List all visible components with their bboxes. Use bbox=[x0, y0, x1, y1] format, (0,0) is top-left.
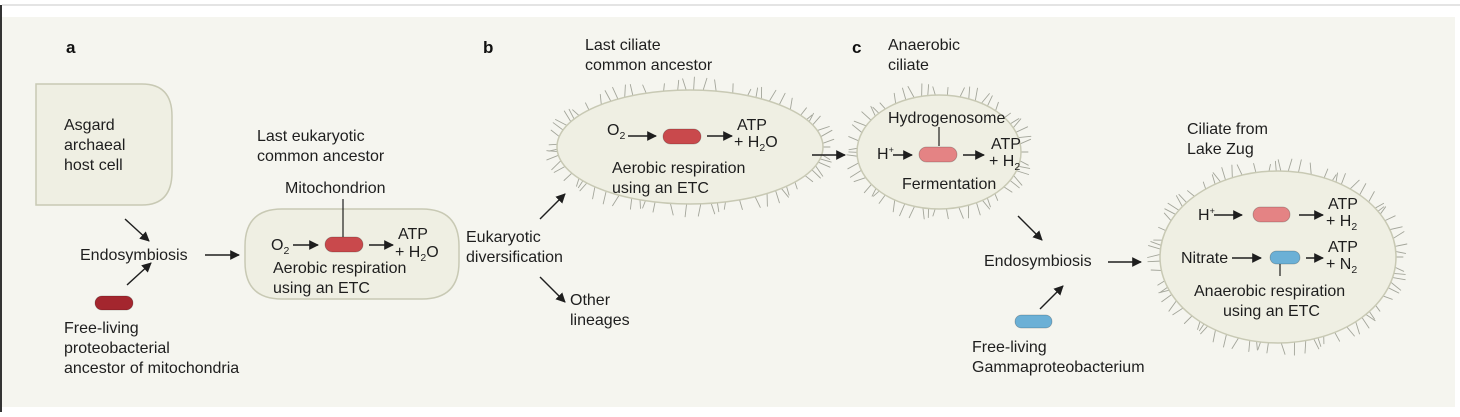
zug-atp-1: ATP bbox=[1328, 196, 1358, 213]
fermentation-label: Fermentation bbox=[902, 176, 996, 193]
asgard-host-cell bbox=[35, 83, 173, 206]
lcca-atp: ATP bbox=[737, 117, 767, 134]
endosymbiosis-label-a: Endosymbiosis bbox=[80, 247, 188, 264]
zug-n2: + N2 bbox=[1326, 256, 1357, 276]
arrow-gamma-to-endosymbiosis bbox=[1039, 285, 1064, 310]
hydrogenosome-icon bbox=[918, 146, 958, 163]
lake-zug-title: Ciliate from Lake Zug bbox=[1187, 121, 1272, 158]
lec-title: Last eukaryotic common ancestor bbox=[257, 128, 385, 165]
lec-aerobic-label: Aerobic respiration using an ETC bbox=[273, 260, 411, 297]
gammaproteobacterium-icon bbox=[1014, 314, 1053, 329]
free-living-gamma-label: Free-living Gammaproteobacterium bbox=[972, 339, 1145, 376]
zug-h2: + H2 bbox=[1326, 213, 1357, 233]
free-living-proteobacterium-label: Free-living proteobacterial ancestor of … bbox=[64, 320, 239, 377]
panel-label-c: c bbox=[852, 38, 861, 57]
other-lineages-label: Other lineages bbox=[570, 292, 630, 329]
zug-gammaproteobacterium-icon bbox=[1269, 250, 1301, 265]
lcca-cell bbox=[556, 89, 824, 205]
anaerobic-atp: ATP bbox=[991, 136, 1021, 153]
arrow-to-other-lineages bbox=[539, 276, 566, 303]
eukaryotic-diversification-label: Eukaryotic diversification bbox=[466, 229, 563, 266]
lec-mitochondrion-icon bbox=[324, 236, 364, 253]
anaerobic-h2: + H2 bbox=[989, 153, 1020, 173]
nitrate-label: Nitrate bbox=[1181, 250, 1228, 267]
hydrogenosome-label: Hydrogenosome bbox=[888, 110, 1006, 127]
asgard-host-cell-label: Asgard archaeal host cell bbox=[64, 117, 130, 174]
endosymbiosis-label-c: Endosymbiosis bbox=[984, 253, 1092, 270]
anaerobic-ciliate-title: Anaerobic ciliate bbox=[888, 37, 965, 74]
zug-hplus: H+ bbox=[1198, 206, 1215, 224]
anaerobic-hplus: H+ bbox=[877, 145, 894, 163]
lcca-h2o: + H2O bbox=[734, 134, 778, 154]
lec-atp: ATP bbox=[398, 226, 428, 243]
arrow-host-to-endosymbiosis bbox=[124, 218, 150, 242]
arrow-proteobacterium-to-endosymbiosis bbox=[126, 262, 152, 286]
lcca-mitochondrion-icon bbox=[662, 128, 702, 145]
lec-o2: O2 bbox=[271, 237, 289, 257]
lec-h2o: + H2O bbox=[395, 244, 439, 264]
lcca-title: Last ciliate common ancestor bbox=[585, 37, 713, 74]
zug-anaerobic-label: Anaerobic respiration using an ETC bbox=[1194, 283, 1350, 320]
panel-label-b: b bbox=[483, 38, 493, 57]
zug-atp-2: ATP bbox=[1328, 239, 1358, 256]
proteobacterium-icon bbox=[94, 295, 134, 311]
panel-label-a: a bbox=[66, 38, 76, 57]
lcca-o2: O2 bbox=[607, 122, 625, 142]
zug-hydrogenosome-icon bbox=[1252, 206, 1291, 223]
lcca-aerobic-label: Aerobic respiration using an ETC bbox=[612, 160, 750, 197]
arrow-anaerobic-to-endosymbiosis bbox=[1017, 215, 1043, 241]
mitochondrion-label: Mitochondrion bbox=[285, 180, 386, 197]
lec-cell bbox=[244, 208, 460, 300]
arrow-to-lcca bbox=[539, 193, 566, 220]
